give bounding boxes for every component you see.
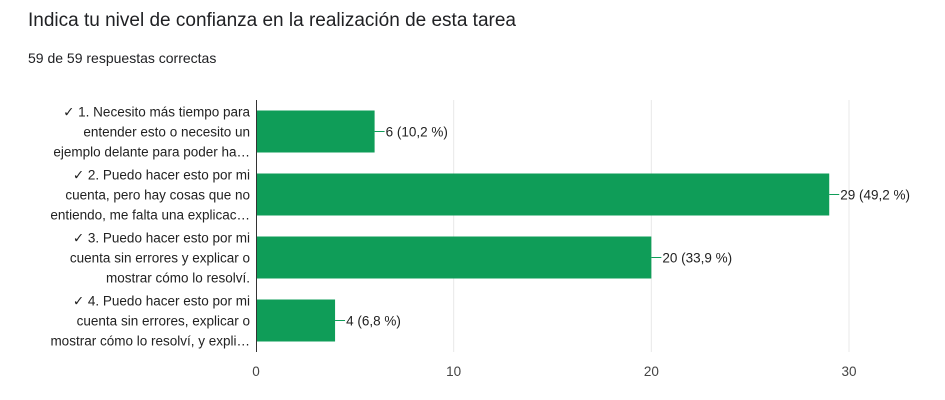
data-label: 4 (6,8 %) — [346, 314, 401, 329]
category-label: ✓ 3. Puedo hacer esto por mi — [73, 231, 250, 246]
bar — [256, 299, 336, 342]
x-tick-label: 30 — [841, 364, 856, 379]
response-summary: 59 de 59 respuestas correctas — [28, 50, 217, 66]
category-label: mostrar cómo lo resolví. — [106, 271, 250, 286]
bar — [256, 110, 375, 153]
category-label: ejemplo delante para poder ha… — [53, 145, 250, 160]
data-label: 6 (10,2 %) — [386, 125, 448, 140]
category-label: cuenta sin errores y explicar o — [70, 251, 250, 266]
bar — [256, 236, 652, 279]
category-label: ✓ 1. Necesito más tiempo para — [63, 105, 250, 120]
bar — [256, 173, 830, 216]
category-label: entender esto o necesito un — [83, 125, 250, 140]
x-tick-label: 10 — [446, 364, 461, 379]
category-label: entiendo, me falta una explicac… — [50, 208, 250, 223]
category-label: ✓ 2. Puedo hacer esto por mi — [73, 168, 250, 183]
category-label: ✓ 4. Puedo hacer esto por mi — [73, 294, 250, 309]
x-tick-label: 0 — [252, 364, 260, 379]
category-label: cuenta sin errores, explicar o — [77, 314, 250, 329]
data-label: 29 (49,2 %) — [840, 188, 910, 203]
data-label: 20 (33,9 %) — [662, 251, 732, 266]
category-label: cuenta, pero hay cosas que no — [65, 188, 250, 203]
x-tick-label: 20 — [644, 364, 659, 379]
category-label: mostrar cómo lo resolví, y expli… — [50, 334, 250, 349]
question-title: Indica tu nivel de confianza en la reali… — [28, 10, 516, 31]
